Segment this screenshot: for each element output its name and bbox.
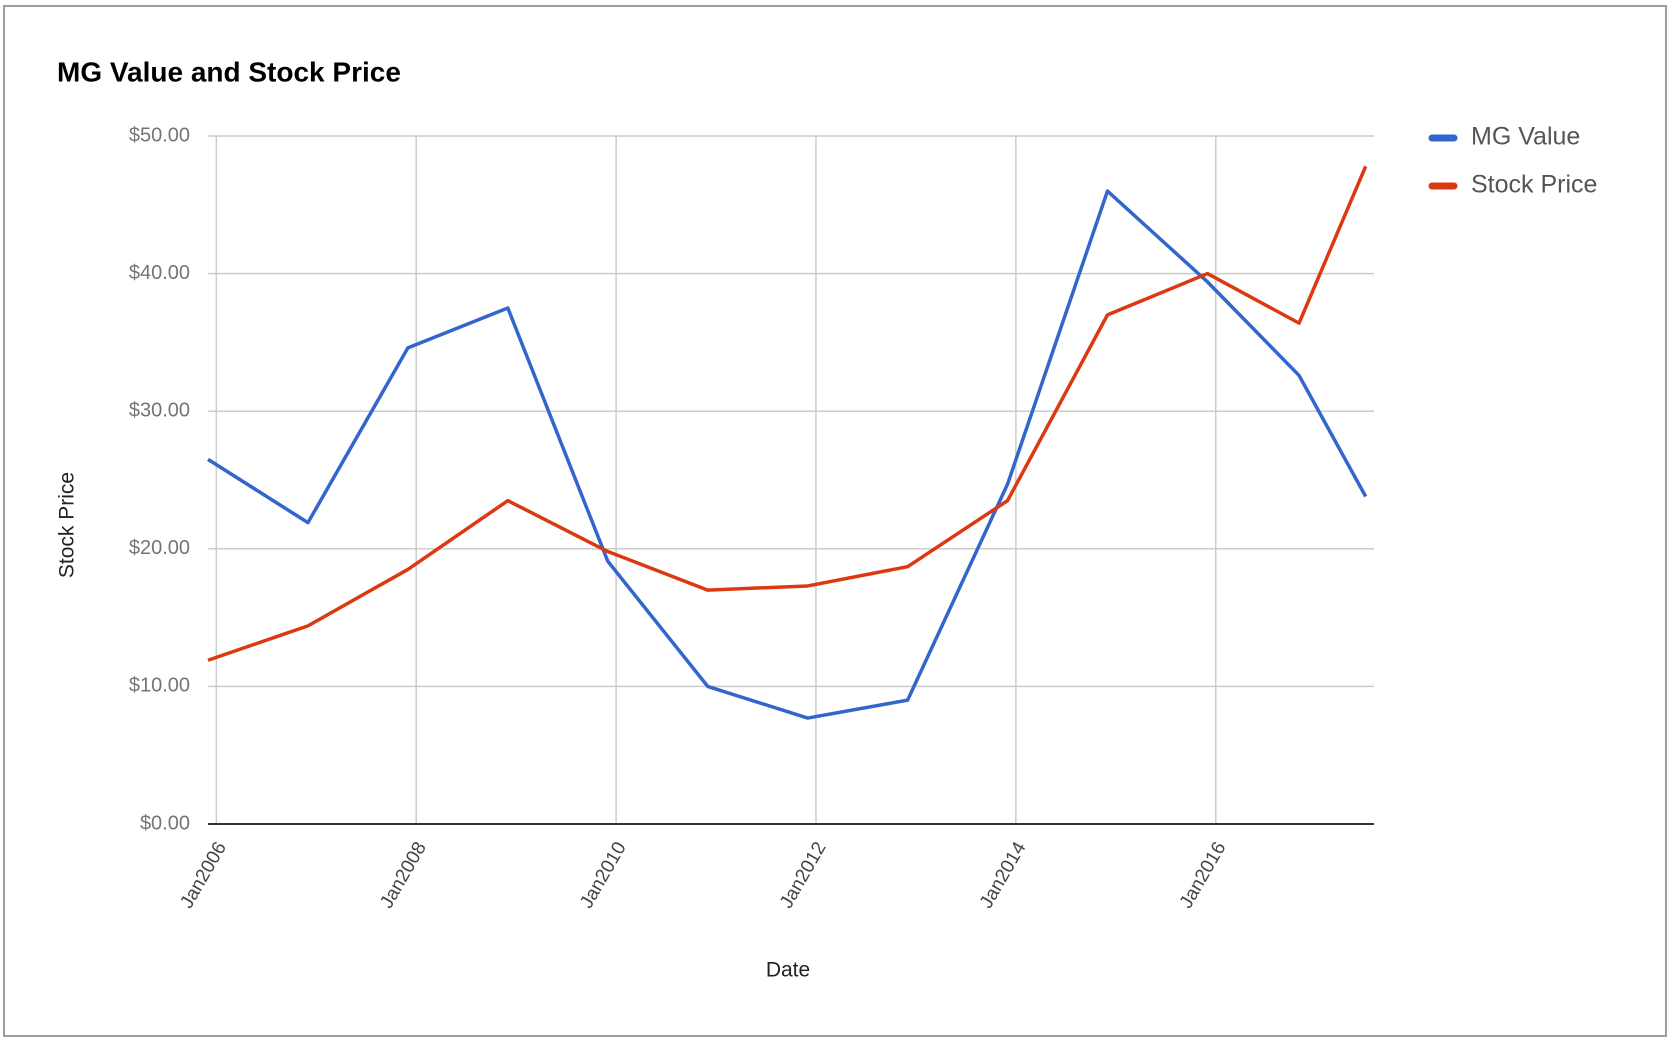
y-tick-label: $50.00 [129,124,190,146]
series-line [207,189,1368,720]
y-tick-label: $40.00 [129,262,190,284]
y-tick-label: $20.00 [129,537,190,559]
chart-border [3,5,1667,1037]
series-line [207,165,1368,662]
x-axis-label: Date [766,959,810,982]
chart-title: MG Value and Stock Price [57,56,401,87]
y-axis-label: Stock Price [56,472,79,578]
y-tick-label: $30.00 [129,399,190,421]
legend-label: Stock Price [1471,171,1597,199]
y-tick-label: $0.00 [140,812,190,834]
y-tick-label: $10.00 [129,675,190,697]
legend-label: MG Value [1471,123,1580,151]
